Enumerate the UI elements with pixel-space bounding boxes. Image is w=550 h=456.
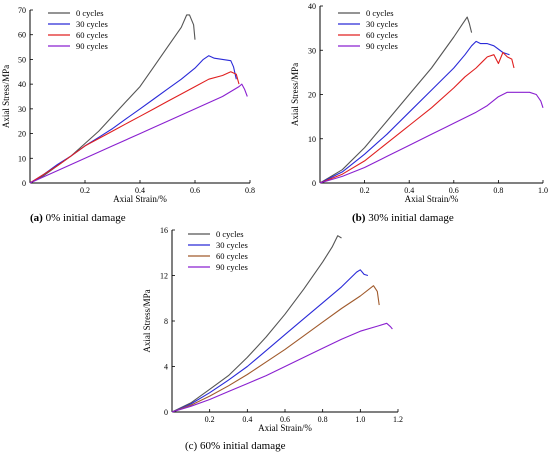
series-line-90-cycles: [319, 91, 544, 184]
x-tick-label: 1.2: [393, 415, 403, 424]
y-tick-label: 10: [308, 135, 316, 144]
chart-2: 0 10 20 30 40 0.2 0.4 0.6 0.8 1.0 Axial Strain/% Ax…: [290, 2, 548, 224]
x-tick-label: 0.2: [80, 186, 90, 195]
x-tick-label: 0.6: [280, 415, 290, 424]
series-line-90-cycles: [171, 322, 393, 413]
legend-label: 0 cycles: [216, 229, 244, 239]
y-tick-label: 50: [18, 55, 26, 64]
y-axis-title: Axial Stress/MPa: [1, 65, 11, 128]
x-tick-label: 0.6: [190, 186, 200, 195]
x-tick-label: 0.6: [449, 186, 459, 195]
chart-caption: (b) 30% initial damage: [352, 212, 454, 224]
y-tick-label: 0: [22, 179, 26, 188]
y-axis-title: Axial Stress/MPa: [142, 289, 152, 352]
caption-text: 30% initial damage: [365, 212, 453, 224]
y-tick-label: 20: [308, 91, 316, 100]
x-axis-title: Axial Strain/%: [258, 423, 312, 433]
y-tick-label: 0: [164, 408, 168, 417]
legend-label: 0 cycles: [366, 8, 394, 18]
legend-label: 30 cycles: [366, 19, 398, 29]
y-tick-label: 10: [18, 154, 26, 163]
legend-label: 90 cycles: [76, 41, 108, 51]
series-line-90-cycles: [29, 83, 248, 184]
legend-label: 60 cycles: [76, 30, 108, 40]
y-tick-label: 16: [160, 226, 168, 235]
caption-text: 0% initial damage: [43, 212, 126, 224]
x-tick-label: 0.4: [242, 415, 252, 424]
legend-label: 90 cycles: [216, 262, 248, 272]
caption-letter: (b): [352, 212, 366, 224]
x-tick-label: 0.4: [135, 186, 145, 195]
y-tick-label: 30: [308, 46, 316, 55]
series-line-30-cycles: [171, 269, 369, 413]
x-axis-title: Axial Strain/%: [405, 194, 459, 204]
x-tick-label: 0.8: [245, 186, 255, 195]
legend-label: 30 cycles: [216, 240, 248, 250]
y-tick-label: 60: [18, 31, 26, 40]
y-tick-label: 0: [312, 179, 316, 188]
chart-caption: (c) 60% initial damage: [185, 440, 286, 452]
x-tick-label: 0.4: [404, 186, 414, 195]
x-axis-title: Axial Strain/%: [113, 194, 167, 204]
y-tick-label: 40: [308, 2, 316, 11]
series-line-60-cycles: [319, 51, 515, 184]
x-tick-label: 0.8: [318, 415, 328, 424]
y-tick-label: 12: [160, 272, 168, 281]
x-tick-label: 1.0: [538, 186, 548, 195]
caption-letter: (a): [30, 212, 43, 224]
series-line-0-cycles: [29, 14, 196, 184]
y-tick-label: 70: [18, 6, 26, 15]
series-line-30-cycles: [319, 40, 510, 184]
y-tick-label: 40: [18, 80, 26, 89]
x-tick-label: 0.2: [360, 186, 370, 195]
chart-caption: (a) 0% initial damage: [30, 212, 126, 224]
x-tick-label: 0.8: [493, 186, 503, 195]
series-line-0-cycles: [319, 16, 473, 184]
y-tick-label: 30: [18, 105, 26, 114]
legend-label: 60 cycles: [366, 30, 398, 40]
y-tick-label: 20: [18, 130, 26, 139]
series-line-60-cycles: [171, 285, 380, 413]
legend-label: 90 cycles: [366, 41, 398, 51]
y-axis-title: Axial Stress/MPa: [290, 63, 300, 126]
legend-label: 60 cycles: [216, 251, 248, 261]
x-tick-label: 0.2: [205, 415, 215, 424]
legend-label: 0 cycles: [76, 8, 104, 18]
chart-3: 0 4 8 12 16 0.2 0.4 0.6 0.8 1.0 1.2 Axial Strain/% A…: [142, 226, 403, 452]
y-tick-label: 4: [164, 363, 168, 372]
legend-label: 30 cycles: [76, 19, 108, 29]
caption-text: (c) 60% initial damage: [185, 440, 286, 452]
x-tick-label: 1.0: [355, 415, 365, 424]
chart-1: 0 10 20 30 40 50 60 70 0.2 0.4 0.6 0.8 Axial Strain/…: [1, 6, 255, 224]
series-line-60-cycles: [29, 71, 240, 184]
y-tick-label: 8: [164, 317, 168, 326]
series-line-0-cycles: [171, 235, 342, 413]
